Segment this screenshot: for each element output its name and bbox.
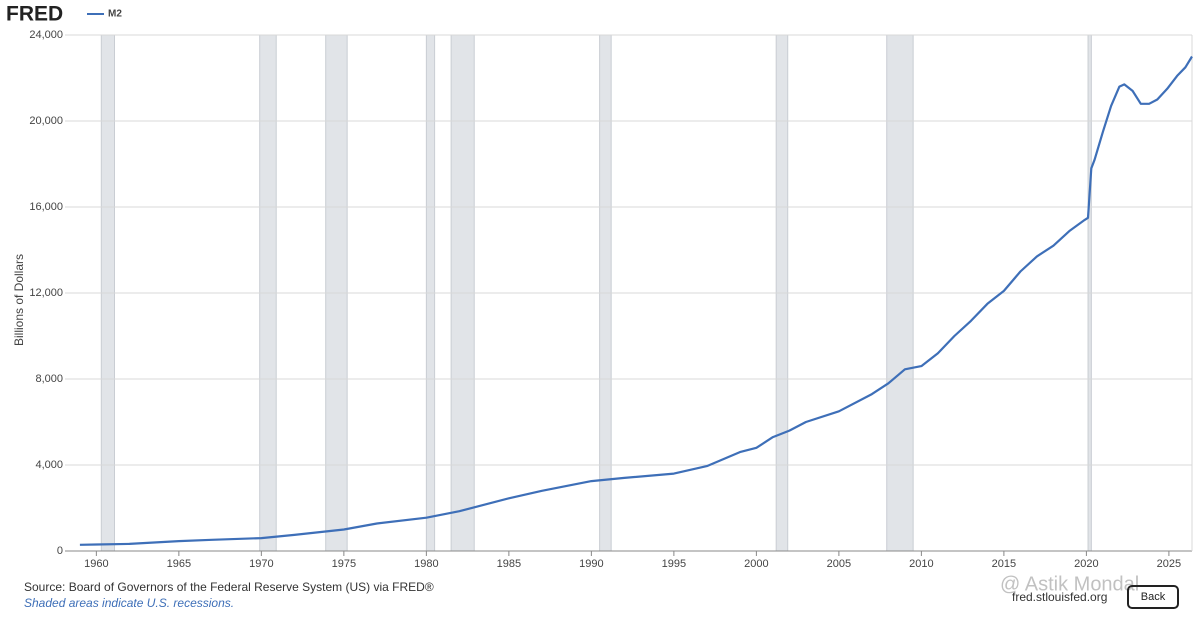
x-tick-label: 1960 (84, 558, 108, 570)
y-tick-label: 16,000 (29, 201, 63, 213)
x-tick-label: 1985 (497, 558, 521, 570)
back-button-label[interactable]: Back (1141, 591, 1166, 603)
y-tick-label: 4,000 (35, 459, 63, 471)
y-tick-label: 0 (57, 545, 63, 557)
x-tick-label: 1980 (414, 558, 438, 570)
logo: FRED (6, 3, 63, 26)
y-tick-label: 12,000 (29, 287, 63, 299)
series-line (79, 55, 1193, 546)
site: fred.stlouisfed.org (1012, 590, 1107, 604)
x-tick-label: 1975 (332, 558, 356, 570)
x-tick-label: 2000 (744, 558, 768, 570)
note: Shaded areas indicate U.S. recessions. (24, 596, 234, 610)
y-tick-label: 20,000 (29, 115, 63, 127)
source: Source: Board of Governors of the Federa… (24, 580, 434, 594)
x-tick-label: 1995 (662, 558, 686, 570)
y-axis-label: Billions of Dollars (12, 254, 26, 346)
x-tick-label: 2015 (992, 558, 1016, 570)
x-tick-label: 1990 (579, 558, 603, 570)
x-tick-label: 1965 (167, 558, 191, 570)
watermark: @ Astik Mondal (1000, 573, 1139, 595)
x-tick-label: 2005 (827, 558, 851, 570)
x-tick-label: 2010 (909, 558, 933, 570)
x-tick-label: 2025 (1157, 558, 1181, 570)
x-tick-label: 2020 (1074, 558, 1098, 570)
x-tick-label: 1970 (249, 558, 273, 570)
legend-label: M2 (108, 9, 122, 20)
y-tick-label: 24,000 (29, 29, 63, 41)
back-button[interactable] (1127, 585, 1179, 609)
y-tick-label: 8,000 (35, 373, 63, 385)
